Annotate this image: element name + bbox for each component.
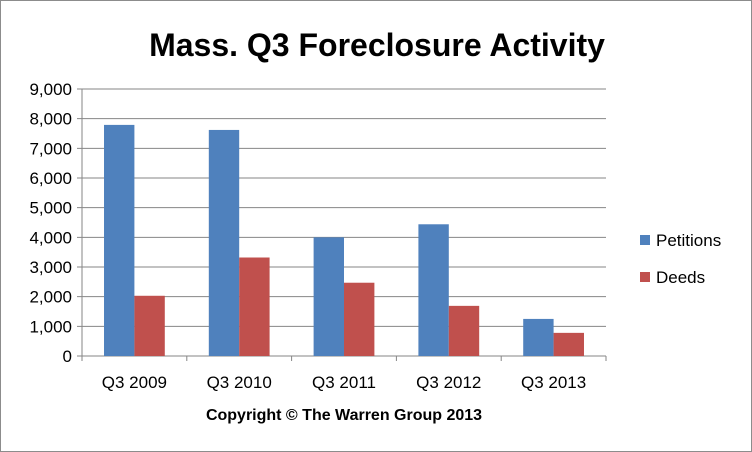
chart-title: Mass. Q3 Foreclosure Activity: [149, 27, 605, 63]
copyright-caption: Copyright © The Warren Group 2013: [206, 407, 482, 424]
x-tick-label: Q3 2010: [207, 373, 272, 392]
legend-label: Petitions: [656, 231, 721, 250]
x-tick-label: Q3 2009: [102, 373, 167, 392]
bar-petitions: [208, 129, 240, 356]
legend-label: Deeds: [656, 268, 705, 287]
y-tick-label: 3,000: [29, 258, 72, 277]
y-tick-label: 2,000: [29, 288, 72, 307]
bar-deeds: [134, 295, 165, 356]
bar-deeds: [553, 332, 584, 356]
y-tick-label: 5,000: [29, 199, 72, 218]
y-tick-label: 7,000: [29, 139, 72, 158]
x-tick-label: Q3 2012: [416, 373, 481, 392]
bar-deeds: [344, 282, 375, 356]
bar-petitions: [313, 237, 344, 356]
y-tick-label: 1,000: [29, 317, 72, 336]
legend-swatch: [640, 272, 650, 282]
y-tick-label: 6,000: [29, 169, 72, 188]
y-tick-label: 0: [63, 347, 72, 366]
y-tick-label: 4,000: [29, 228, 72, 247]
x-tick-label: Q3 2013: [521, 373, 586, 392]
y-tick-label: 8,000: [29, 110, 72, 129]
y-tick-label: 9,000: [29, 80, 72, 99]
bar-petitions: [418, 224, 449, 356]
bar-deeds: [239, 257, 270, 356]
legend-swatch: [640, 235, 650, 245]
x-tick-label: Q3 2011: [312, 373, 376, 392]
bar-petitions: [104, 124, 135, 356]
bar-deeds: [448, 305, 480, 356]
bar-petitions: [523, 318, 554, 356]
